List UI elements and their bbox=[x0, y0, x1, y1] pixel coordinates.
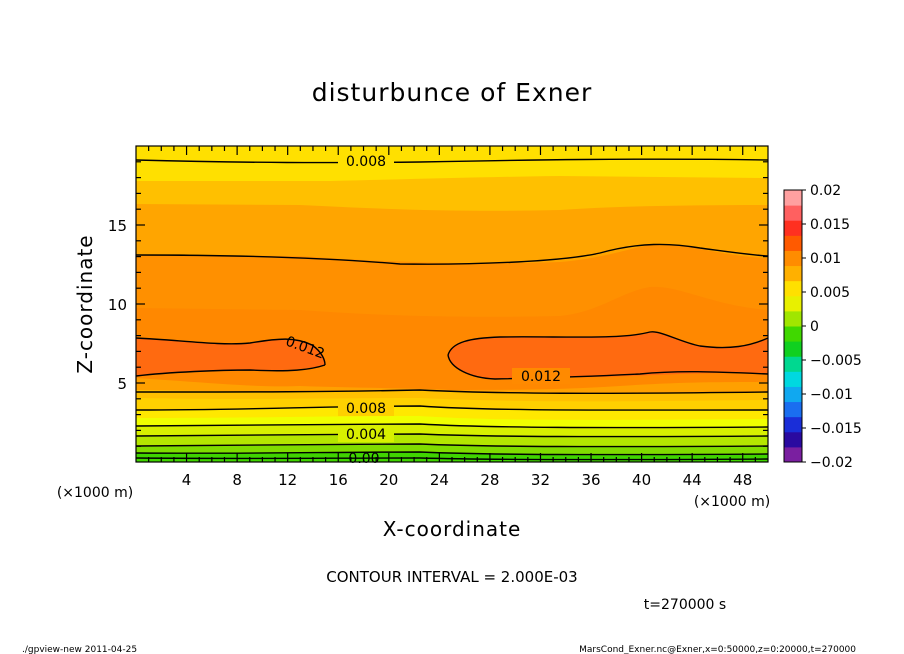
x-tick-label: 48 bbox=[733, 471, 752, 489]
colorbar-tick-label: −0.015 bbox=[810, 421, 862, 437]
cline-l5 bbox=[135, 443, 769, 448]
colorbar-swatch bbox=[784, 190, 802, 206]
colorbar: 0.02 0.015 0.01 0.005 0 −0.005 −0.01 −0.015 −0.0… bbox=[783, 183, 862, 471]
colorbar-swatch bbox=[784, 220, 802, 236]
x-tick-label: 4 bbox=[182, 471, 192, 489]
x-unit-right: (×1000 m) bbox=[694, 494, 770, 510]
contour-label-0.008-top: 0.008 bbox=[346, 154, 386, 170]
chart-title: disturbunce of Exner bbox=[312, 78, 593, 107]
x-axis-ticks: 4 8 12 16 20 24 28 32 36 40 44 48 bbox=[148, 146, 756, 489]
cline-l1 bbox=[135, 389, 769, 395]
footer-left: ./gpview-new 2011-04-25 bbox=[22, 645, 137, 654]
x-unit-left: (×1000 m) bbox=[57, 485, 133, 501]
cline-012-right-low bbox=[447, 354, 769, 380]
contour-label-0.004: 0.004 bbox=[346, 427, 386, 443]
y-tick-label: 10 bbox=[108, 296, 127, 314]
colorbar-swatch bbox=[784, 371, 802, 387]
colorbar-tick-label: 0 bbox=[810, 319, 819, 335]
colorbar-tick-label: −0.02 bbox=[810, 455, 853, 471]
footer-right: MarsCond_Exner.nc@Exner,x=0:50000,z=0:20… bbox=[579, 645, 856, 654]
y-tick-label: 15 bbox=[108, 217, 127, 235]
y-tick-label: 5 bbox=[117, 375, 127, 393]
colorbar-swatch bbox=[784, 326, 802, 342]
cline-012-left bbox=[135, 337, 326, 366]
cline-l7 bbox=[135, 457, 769, 461]
x-tick-label: 44 bbox=[683, 471, 702, 489]
plot-area: 0.008 0.012 0.012 0.008 0.004 0.00 48121… bbox=[108, 145, 769, 489]
contour-fill-bands bbox=[136, 146, 768, 462]
cline-l2 bbox=[135, 405, 769, 411]
cline-13 bbox=[135, 243, 769, 265]
x-tick-label: 12 bbox=[278, 471, 297, 489]
colorbar-swatch bbox=[784, 295, 802, 312]
cline-l6 bbox=[135, 451, 769, 456]
colorbar-swatch bbox=[784, 431, 802, 448]
x-tick-label: 8 bbox=[232, 471, 242, 489]
y-axis-ticks: 5 10 15 bbox=[108, 161, 768, 447]
contour-lines bbox=[135, 158, 769, 461]
cline-012-right bbox=[447, 331, 769, 356]
colorbar-swatch bbox=[784, 446, 802, 463]
x-tick-label: 20 bbox=[379, 471, 398, 489]
x-tick-label: 40 bbox=[632, 471, 651, 489]
y-axis-label: Z-coordinate bbox=[73, 234, 97, 373]
colorbar-swatch bbox=[784, 416, 802, 433]
x-tick-label: 28 bbox=[480, 471, 499, 489]
x-tick-label: 24 bbox=[430, 471, 449, 489]
contour-label-0.012-right: 0.012 bbox=[521, 369, 561, 385]
band-0.012-right bbox=[448, 331, 768, 379]
contour-label-0.008-low: 0.008 bbox=[346, 401, 386, 417]
colorbar-swatch bbox=[784, 250, 802, 267]
colorbar-swatch bbox=[784, 265, 802, 282]
colorbar-swatch bbox=[784, 386, 802, 403]
colorbar-tick-label: 0.015 bbox=[810, 217, 850, 233]
cline-top bbox=[135, 158, 769, 164]
time-text: t=270000 s bbox=[644, 597, 726, 613]
cline-012-left-low bbox=[135, 364, 326, 377]
colorbar-swatches bbox=[784, 190, 802, 463]
band-0.012-left bbox=[136, 338, 325, 376]
colorbar-tick-label: −0.01 bbox=[810, 387, 853, 403]
colorbar-swatch bbox=[784, 280, 802, 297]
colorbar-swatch bbox=[784, 205, 802, 221]
colorbar-tick-label: 0.01 bbox=[810, 251, 841, 267]
colorbar-tick-label: −0.005 bbox=[810, 353, 862, 369]
x-tick-label: 16 bbox=[329, 471, 348, 489]
colorbar-tick-labels: 0.02 0.015 0.01 0.005 0 −0.005 −0.01 −0.015 −0.0… bbox=[802, 183, 862, 471]
cline-l3 bbox=[135, 423, 769, 429]
x-tick-label: 32 bbox=[531, 471, 550, 489]
contour-interval-text: CONTOUR INTERVAL = 2.000E-03 bbox=[326, 568, 577, 586]
x-axis-label: X-coordinate bbox=[383, 517, 522, 541]
colorbar-swatch bbox=[784, 310, 802, 327]
colorbar-tick-label: 0.005 bbox=[810, 285, 850, 301]
colorbar-swatch bbox=[784, 235, 802, 251]
colorbar-swatch bbox=[784, 356, 802, 372]
colorbar-tick-label: 0.02 bbox=[810, 183, 841, 199]
x-tick-label: 36 bbox=[581, 471, 600, 489]
colorbar-swatch bbox=[784, 341, 802, 357]
colorbar-swatch bbox=[784, 401, 802, 418]
cline-l4 bbox=[135, 433, 769, 438]
